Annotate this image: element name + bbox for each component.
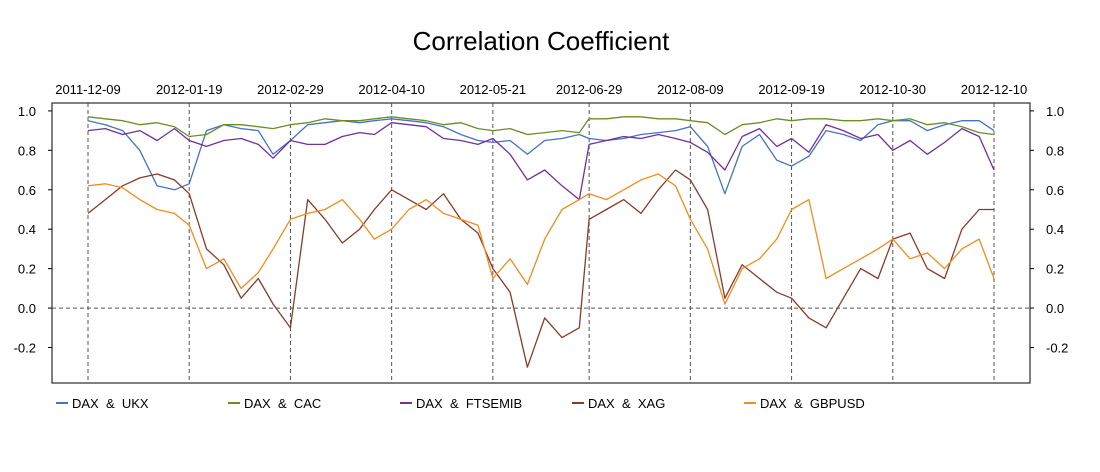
- y-tick-labels-right: -0.2 0.0 0.2 0.4 0.6 0.8 1.0: [1030, 104, 1068, 356]
- vertical-gridlines: [87, 103, 995, 383]
- y-tick-label-right: 0.6: [1046, 183, 1064, 198]
- y-tick-label-left: 0.8: [18, 143, 36, 158]
- y-tick-label-left: 1.0: [18, 104, 36, 119]
- y-tick-label-right: 0.2: [1046, 262, 1064, 277]
- x-tick-label: 2012-06-29: [556, 82, 623, 97]
- legend-label-1: DAX & CAC: [244, 396, 321, 411]
- x-tick-label: 2012-01-19: [156, 82, 223, 97]
- x-tick-label: 2012-02-29: [257, 82, 324, 97]
- legend: DAX & UKX DAX & CAC DAX & FTSEMIB DAX & XAG…: [56, 396, 865, 411]
- y-tick-label-left: 0.6: [18, 183, 36, 198]
- x-tick-labels: 2011-12-09 2012-01-19 2012-02-29 2012-04-10…: [55, 82, 1027, 97]
- series-line-4: [87, 173, 995, 305]
- x-tick-label: 2011-12-09: [55, 82, 121, 97]
- y-tick-label-left: -0.2: [14, 341, 36, 356]
- y-tick-label-left: 0.0: [18, 301, 36, 316]
- legend-label-2: DAX & FTSEMIB: [416, 396, 522, 411]
- legend-label-0: DAX & UKX: [72, 396, 149, 411]
- series-line-1: [87, 116, 995, 138]
- y-tick-label-left: 0.2: [18, 262, 36, 277]
- series-line-2: [87, 122, 995, 201]
- x-tick-label: 2012-05-21: [460, 82, 527, 97]
- y-tick-label-right: 0.8: [1046, 143, 1064, 158]
- chart-title: Correlation Coefficient: [413, 26, 671, 56]
- legend-label-4: DAX & GBPUSD: [760, 396, 865, 411]
- y-tick-label-right: 0.4: [1046, 222, 1064, 237]
- y-tick-label-right: -0.2: [1046, 341, 1068, 356]
- x-tick-label: 2012-08-09: [657, 82, 724, 97]
- legend-label-3: DAX & XAG: [588, 396, 665, 411]
- x-tick-label: 2012-12-10: [961, 82, 1028, 97]
- y-tick-label-right: 0.0: [1046, 301, 1064, 316]
- y-tick-labels-left: -0.2 0.0 0.2 0.4 0.6 0.8 1.0: [14, 104, 52, 356]
- x-tick-label: 2012-04-10: [358, 82, 425, 97]
- x-tick-label: 2012-09-19: [758, 82, 825, 97]
- y-tick-label-left: 0.4: [18, 222, 36, 237]
- series-line-3: [87, 169, 994, 368]
- x-tick-label: 2012-10-30: [860, 82, 927, 97]
- series-line-0: [87, 118, 995, 195]
- plot-frame: [51, 102, 1031, 384]
- series-lines: [87, 116, 995, 368]
- y-tick-label-right: 1.0: [1046, 104, 1064, 119]
